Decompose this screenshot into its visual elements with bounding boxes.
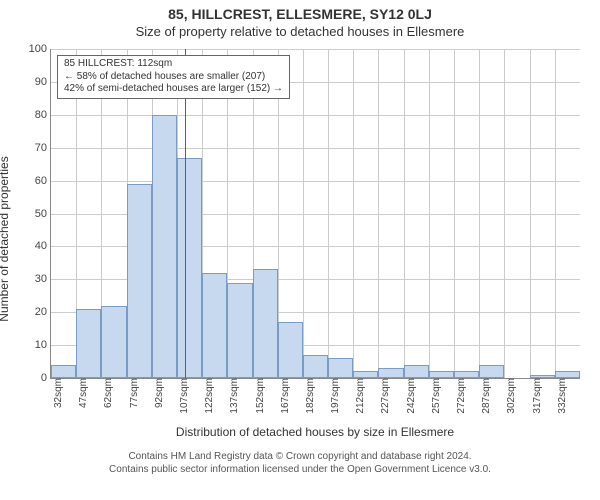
page-title: 85, HILLCREST, ELLESMERE, SY12 0LJ bbox=[0, 0, 600, 22]
gridline-vertical bbox=[378, 49, 379, 378]
histogram-bar bbox=[51, 365, 76, 378]
gridline-vertical bbox=[454, 49, 455, 378]
gridline-vertical bbox=[555, 49, 556, 378]
y-tick-label: 10 bbox=[35, 339, 51, 351]
y-tick-label: 20 bbox=[35, 306, 51, 318]
histogram-bar bbox=[328, 358, 353, 378]
y-tick-label: 40 bbox=[35, 240, 51, 252]
y-tick-label: 60 bbox=[35, 175, 51, 187]
gridline-vertical bbox=[504, 49, 505, 378]
annot-line-2: ← 58% of detached houses are smaller (20… bbox=[64, 71, 283, 84]
y-tick-label: 90 bbox=[35, 76, 51, 88]
histogram-bar bbox=[278, 322, 303, 378]
x-tick-label: 47sqm bbox=[76, 378, 89, 408]
y-tick-label: 50 bbox=[35, 208, 51, 220]
annot-line-1: 85 HILLCREST: 112sqm bbox=[64, 58, 283, 71]
plot-region: 010203040506070809010032sqm47sqm62sqm77s… bbox=[50, 49, 580, 379]
x-tick-label: 227sqm bbox=[378, 378, 391, 414]
y-tick-label: 80 bbox=[35, 109, 51, 121]
y-tick-label: 100 bbox=[29, 43, 51, 55]
x-tick-label: 32sqm bbox=[51, 378, 64, 408]
histogram-bar bbox=[378, 368, 403, 378]
histogram-bar bbox=[101, 306, 126, 378]
page-subtitle: Size of property relative to detached ho… bbox=[0, 22, 600, 39]
gridline-vertical bbox=[429, 49, 430, 378]
y-axis-label: Number of detached properties bbox=[0, 89, 11, 389]
histogram-bar bbox=[227, 283, 252, 378]
histogram-bar bbox=[479, 365, 504, 378]
x-tick-label: 77sqm bbox=[127, 378, 140, 408]
gridline-horizontal bbox=[51, 181, 580, 182]
gridline-horizontal bbox=[51, 49, 580, 50]
x-tick-label: 212sqm bbox=[353, 378, 366, 414]
histogram-bar bbox=[303, 355, 328, 378]
footer-line-1: Contains HM Land Registry data © Crown c… bbox=[0, 451, 600, 464]
histogram-bar bbox=[454, 371, 479, 378]
gridline-vertical bbox=[530, 49, 531, 378]
x-tick-label: 122sqm bbox=[202, 378, 215, 414]
y-tick-label: 30 bbox=[35, 273, 51, 285]
x-tick-label: 62sqm bbox=[101, 378, 114, 408]
histogram-bar bbox=[404, 365, 429, 378]
histogram-bar bbox=[429, 371, 454, 378]
x-tick-label: 272sqm bbox=[454, 378, 467, 414]
histogram-bar bbox=[202, 273, 227, 378]
gridline-vertical bbox=[328, 49, 329, 378]
y-tick-label: 70 bbox=[35, 142, 51, 154]
histogram-bar bbox=[127, 184, 152, 378]
x-tick-label: 197sqm bbox=[328, 378, 341, 414]
footer: Contains HM Land Registry data © Crown c… bbox=[0, 439, 600, 476]
gridline-vertical bbox=[353, 49, 354, 378]
annot-line-3: 42% of semi-detached houses are larger (… bbox=[64, 83, 283, 96]
x-tick-label: 332sqm bbox=[555, 378, 568, 414]
gridline-vertical bbox=[404, 49, 405, 378]
x-tick-label: 242sqm bbox=[404, 378, 417, 414]
histogram-bar bbox=[353, 371, 378, 378]
histogram-bar bbox=[530, 375, 555, 378]
x-tick-label: 302sqm bbox=[504, 378, 517, 414]
x-tick-label: 287sqm bbox=[479, 378, 492, 414]
x-axis-label: Distribution of detached houses by size … bbox=[50, 425, 580, 439]
chart-area: Number of detached properties 0102030405… bbox=[0, 39, 600, 439]
x-tick-label: 257sqm bbox=[429, 378, 442, 414]
x-tick-label: 107sqm bbox=[177, 378, 190, 414]
y-tick-label: 0 bbox=[41, 372, 51, 384]
x-tick-label: 92sqm bbox=[152, 378, 165, 408]
histogram-bar bbox=[555, 371, 580, 378]
x-tick-label: 137sqm bbox=[227, 378, 240, 414]
histogram-bar bbox=[253, 269, 278, 378]
gridline-vertical bbox=[303, 49, 304, 378]
histogram-bar bbox=[177, 158, 202, 378]
x-tick-label: 182sqm bbox=[303, 378, 316, 414]
x-tick-label: 317sqm bbox=[530, 378, 543, 414]
histogram-bar bbox=[76, 309, 101, 378]
footer-line-2: Contains public sector information licen… bbox=[0, 464, 600, 477]
x-tick-label: 167sqm bbox=[278, 378, 291, 414]
gridline-horizontal bbox=[51, 115, 580, 116]
annotation-box: 85 HILLCREST: 112sqm ← 58% of detached h… bbox=[57, 55, 290, 99]
gridline-vertical bbox=[479, 49, 480, 378]
histogram-bar bbox=[152, 115, 177, 378]
x-tick-label: 152sqm bbox=[253, 378, 266, 414]
gridline-horizontal bbox=[51, 148, 580, 149]
